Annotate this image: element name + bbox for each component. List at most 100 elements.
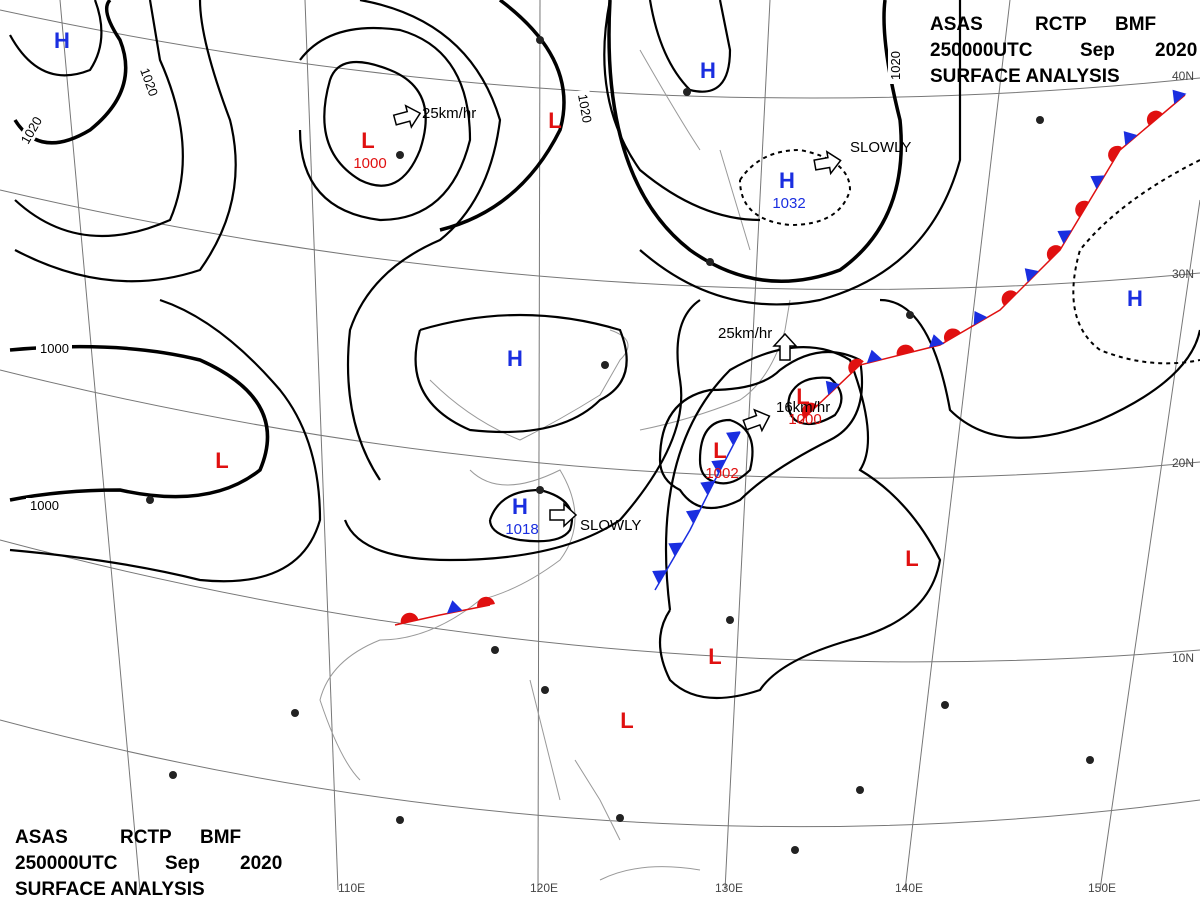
station <box>683 88 691 96</box>
central-pressure: 1032 <box>772 195 805 212</box>
pressure-center: H <box>507 346 523 371</box>
pressure-center: H <box>54 28 70 53</box>
header-text: BMF <box>200 827 241 848</box>
motion-arrow <box>742 408 771 433</box>
station <box>1086 756 1094 764</box>
cold-front-symbol <box>1123 131 1138 146</box>
motion-label: SLOWLY <box>850 139 911 156</box>
pressure-center: L <box>708 644 721 669</box>
warm-front-symbol <box>1046 245 1063 261</box>
pressure-center: H <box>512 494 528 519</box>
station <box>906 311 914 319</box>
station <box>726 616 734 624</box>
warm-front-symbol <box>896 344 915 356</box>
station <box>941 701 949 709</box>
longitude-label: 110E <box>338 881 365 895</box>
header-text: SURFACE ANALYSIS <box>15 879 205 900</box>
warm-front-symbol <box>943 328 961 342</box>
cold-front-symbol <box>825 380 840 396</box>
cold-front-symbol <box>1057 230 1072 244</box>
pressure-center: H <box>779 168 795 193</box>
header-text: 250000UTC <box>930 40 1033 61</box>
cold-front-symbol <box>652 570 667 584</box>
cold-front-symbol <box>685 509 701 524</box>
header-text: RCTP <box>1035 14 1087 35</box>
central-pressure: 1000 <box>353 155 386 172</box>
header-text: 2020 <box>240 853 282 874</box>
graticule <box>0 0 1200 891</box>
warm-front-symbol <box>1075 200 1089 218</box>
motion-arrow <box>813 150 842 176</box>
header-text: BMF <box>1115 14 1156 35</box>
pressure-center: L <box>905 546 918 571</box>
pressure-center: L <box>796 384 809 409</box>
cold-front-symbol <box>973 310 988 326</box>
cold-front-symbol <box>1090 175 1105 190</box>
cold-front-symbol <box>446 600 463 614</box>
central-pressure: 1002 <box>705 465 738 482</box>
isobar-label-bg <box>888 48 903 84</box>
isobar-label: 1020 <box>888 51 903 80</box>
warm-front-symbol <box>1108 145 1122 163</box>
pressure-center: H <box>1127 286 1143 311</box>
header-text: Sep <box>1080 40 1115 61</box>
warm-front-symbol <box>1001 290 1017 306</box>
header-text: ASAS <box>15 827 68 848</box>
cold-front-symbol <box>1024 268 1039 283</box>
isobar-label: 1020 <box>575 93 595 124</box>
header-text: RCTP <box>120 827 172 848</box>
station <box>396 151 404 159</box>
motion-arrow <box>392 104 422 129</box>
station <box>536 36 544 44</box>
cold-front-symbol <box>928 334 945 348</box>
warm-front-symbol <box>848 358 864 374</box>
warm-front-symbol <box>1146 110 1163 126</box>
station <box>791 846 799 854</box>
latitude-label: 10N <box>1172 651 1194 665</box>
pressure-center: H <box>700 58 716 83</box>
header-text: ASAS <box>930 14 983 35</box>
station <box>706 258 714 266</box>
header-text: 2020 <box>1155 40 1197 61</box>
header-text: SURFACE ANALYSIS <box>930 66 1120 87</box>
latitude-label: 20N <box>1172 456 1194 470</box>
station <box>291 709 299 717</box>
pressure-center: L <box>548 108 561 133</box>
fronts <box>394 89 1187 626</box>
station <box>616 814 624 822</box>
isobar-label-bg <box>574 88 596 128</box>
pressure-center: L <box>620 708 633 733</box>
warm-front-symbol <box>400 612 419 624</box>
latitude-label: 40N <box>1172 69 1194 83</box>
longitude-label: 150E <box>1088 881 1116 895</box>
motion-label: 25km/hr <box>422 105 476 122</box>
central-pressure: 1018 <box>505 521 538 538</box>
longitude-label: 120E <box>530 881 558 895</box>
cold-front-symbol <box>700 480 715 496</box>
latitude-label: 30N <box>1172 267 1194 281</box>
longitude-label: 140E <box>895 881 923 895</box>
warm-front-symbol <box>477 596 495 608</box>
station <box>169 771 177 779</box>
central-pressure: 1000 <box>788 411 821 428</box>
cold-front-symbol <box>726 431 741 446</box>
motion-label: 25km/hr <box>718 325 772 342</box>
motion-label: SLOWLY <box>580 517 641 534</box>
header-text: Sep <box>165 853 200 874</box>
isobar-label-bg <box>36 341 72 356</box>
front-line <box>394 604 491 626</box>
station <box>396 816 404 824</box>
pressure-center: L <box>215 448 228 473</box>
pressure-center: L <box>361 128 374 153</box>
station <box>856 786 864 794</box>
longitude-label: 130E <box>715 881 743 895</box>
motion-arrow <box>549 502 578 528</box>
header-text: 250000UTC <box>15 853 118 874</box>
labels: ASAS RCTP BMF 250000UTC Sep 2020 SURFACE ANALY… <box>15 14 1197 900</box>
station <box>146 496 154 504</box>
isobar-label-bg <box>26 498 62 513</box>
cold-front-symbol <box>668 542 683 557</box>
isobar-label-bg <box>135 62 163 102</box>
